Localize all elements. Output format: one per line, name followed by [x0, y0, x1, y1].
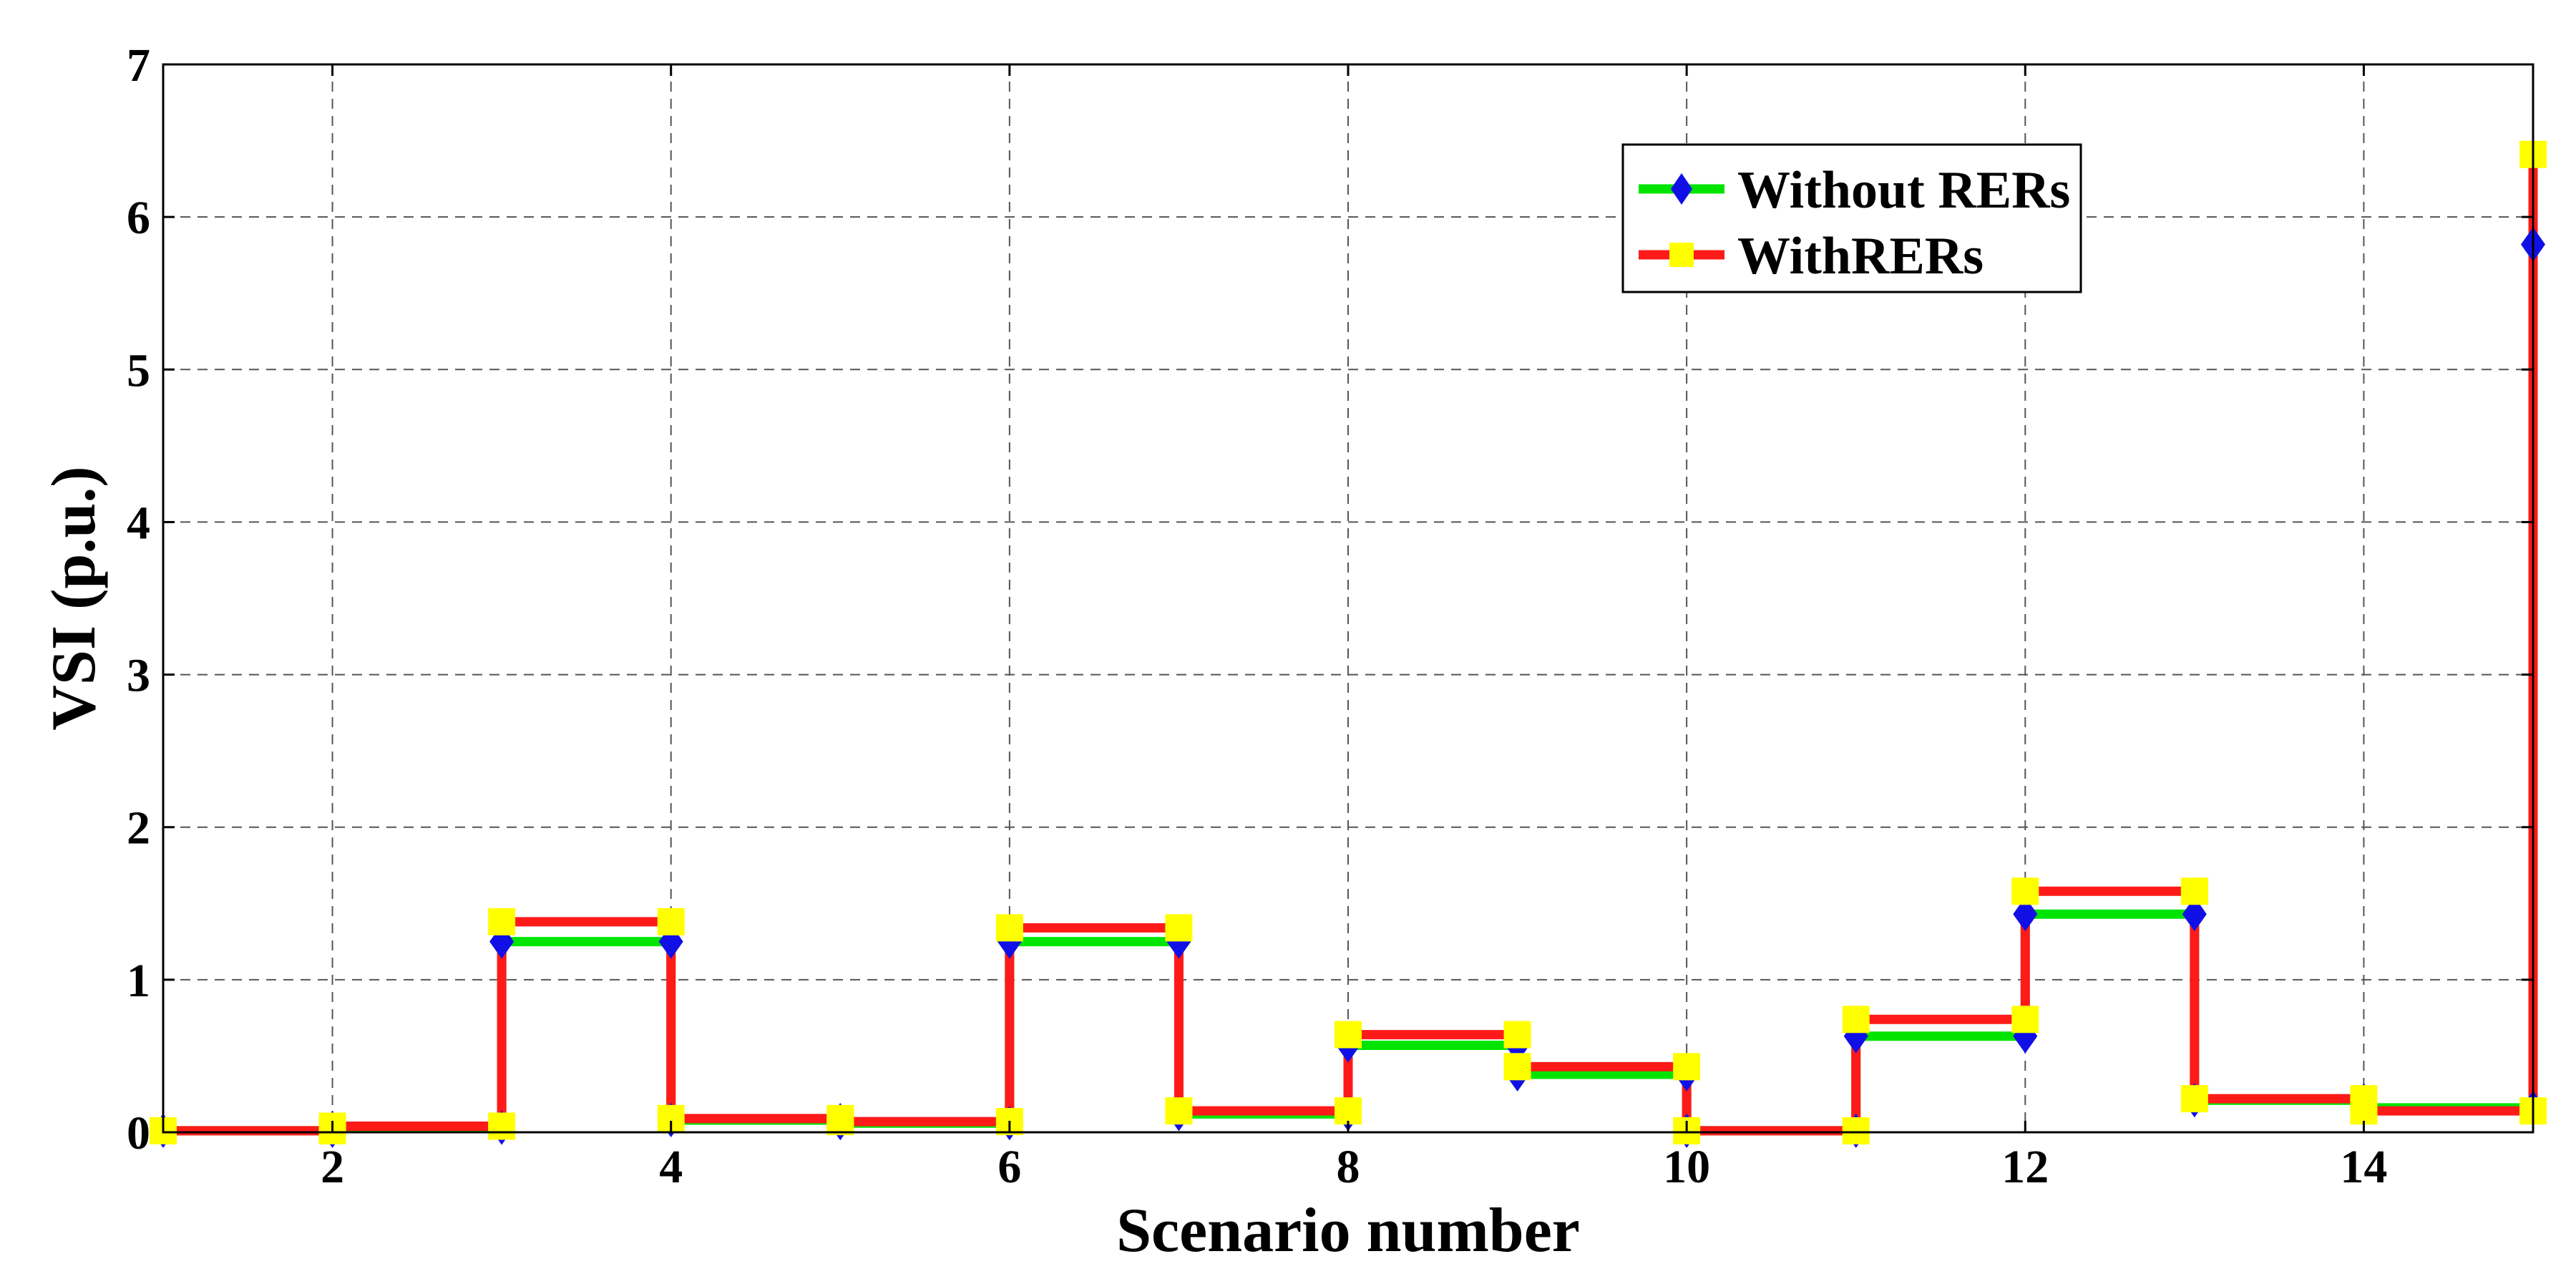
legend-label-with-rers: WithRERs — [1737, 227, 1984, 286]
y-tick-label: 0 — [127, 1107, 150, 1159]
legend-box — [1621, 143, 2082, 293]
legend-marker-without-rers — [1671, 173, 1692, 205]
data-point-with-rers — [2011, 1006, 2039, 1033]
data-point-with-rers — [1842, 1006, 1870, 1033]
y-tick-label: 2 — [127, 802, 150, 855]
data-point-with-rers — [488, 908, 516, 935]
data-point-with-rers — [826, 1108, 854, 1136]
data-point-without-rers — [2182, 897, 2207, 932]
data-point-with-rers — [488, 1112, 516, 1140]
y-tick-label: 3 — [127, 650, 150, 702]
data-point-with-rers — [1335, 1097, 1362, 1125]
legend: Without RERs WithRERs — [1621, 143, 2082, 293]
x-tick-label: 8 — [1337, 1141, 1360, 1193]
data-point-with-rers — [2350, 1097, 2378, 1125]
legend-marker-with-rers — [1669, 243, 1694, 267]
x-axis-label: Scenario number — [1116, 1196, 1580, 1265]
data-point-with-rers — [1503, 1053, 1531, 1081]
y-tick-label: 7 — [127, 39, 150, 92]
data-point-with-rers — [1335, 1021, 1362, 1049]
x-tick-label: 4 — [659, 1141, 683, 1193]
data-point-without-rers — [2013, 897, 2038, 932]
data-point-with-rers — [657, 908, 685, 935]
data-point-with-rers — [1503, 1021, 1531, 1049]
x-tick-label: 10 — [1663, 1141, 1710, 1193]
y-tick-label: 6 — [127, 192, 150, 244]
x-tick-label: 2 — [321, 1141, 344, 1193]
legend-label-without-rers: Without RERs — [1737, 161, 2070, 220]
data-point-with-rers — [1165, 1097, 1193, 1125]
data-point-with-rers — [2180, 877, 2208, 905]
x-tick-label: 6 — [997, 1141, 1021, 1193]
data-point-with-rers — [995, 914, 1023, 942]
data-point-with-rers — [2011, 877, 2039, 905]
data-point-with-rers — [1673, 1053, 1701, 1081]
x-tick-label: 12 — [2001, 1141, 2049, 1193]
y-tick-label: 4 — [127, 497, 150, 549]
grid-lines — [163, 64, 2533, 1132]
data-point-with-rers — [1165, 914, 1193, 942]
data-point-with-rers — [1842, 1117, 1870, 1144]
data-point-with-rers — [2180, 1085, 2208, 1113]
y-tick-label: 1 — [127, 955, 150, 1007]
y-tick-label: 5 — [127, 344, 150, 397]
x-tick-label: 14 — [2340, 1141, 2387, 1193]
y-axis-label: VSI (p.u.) — [39, 466, 109, 730]
